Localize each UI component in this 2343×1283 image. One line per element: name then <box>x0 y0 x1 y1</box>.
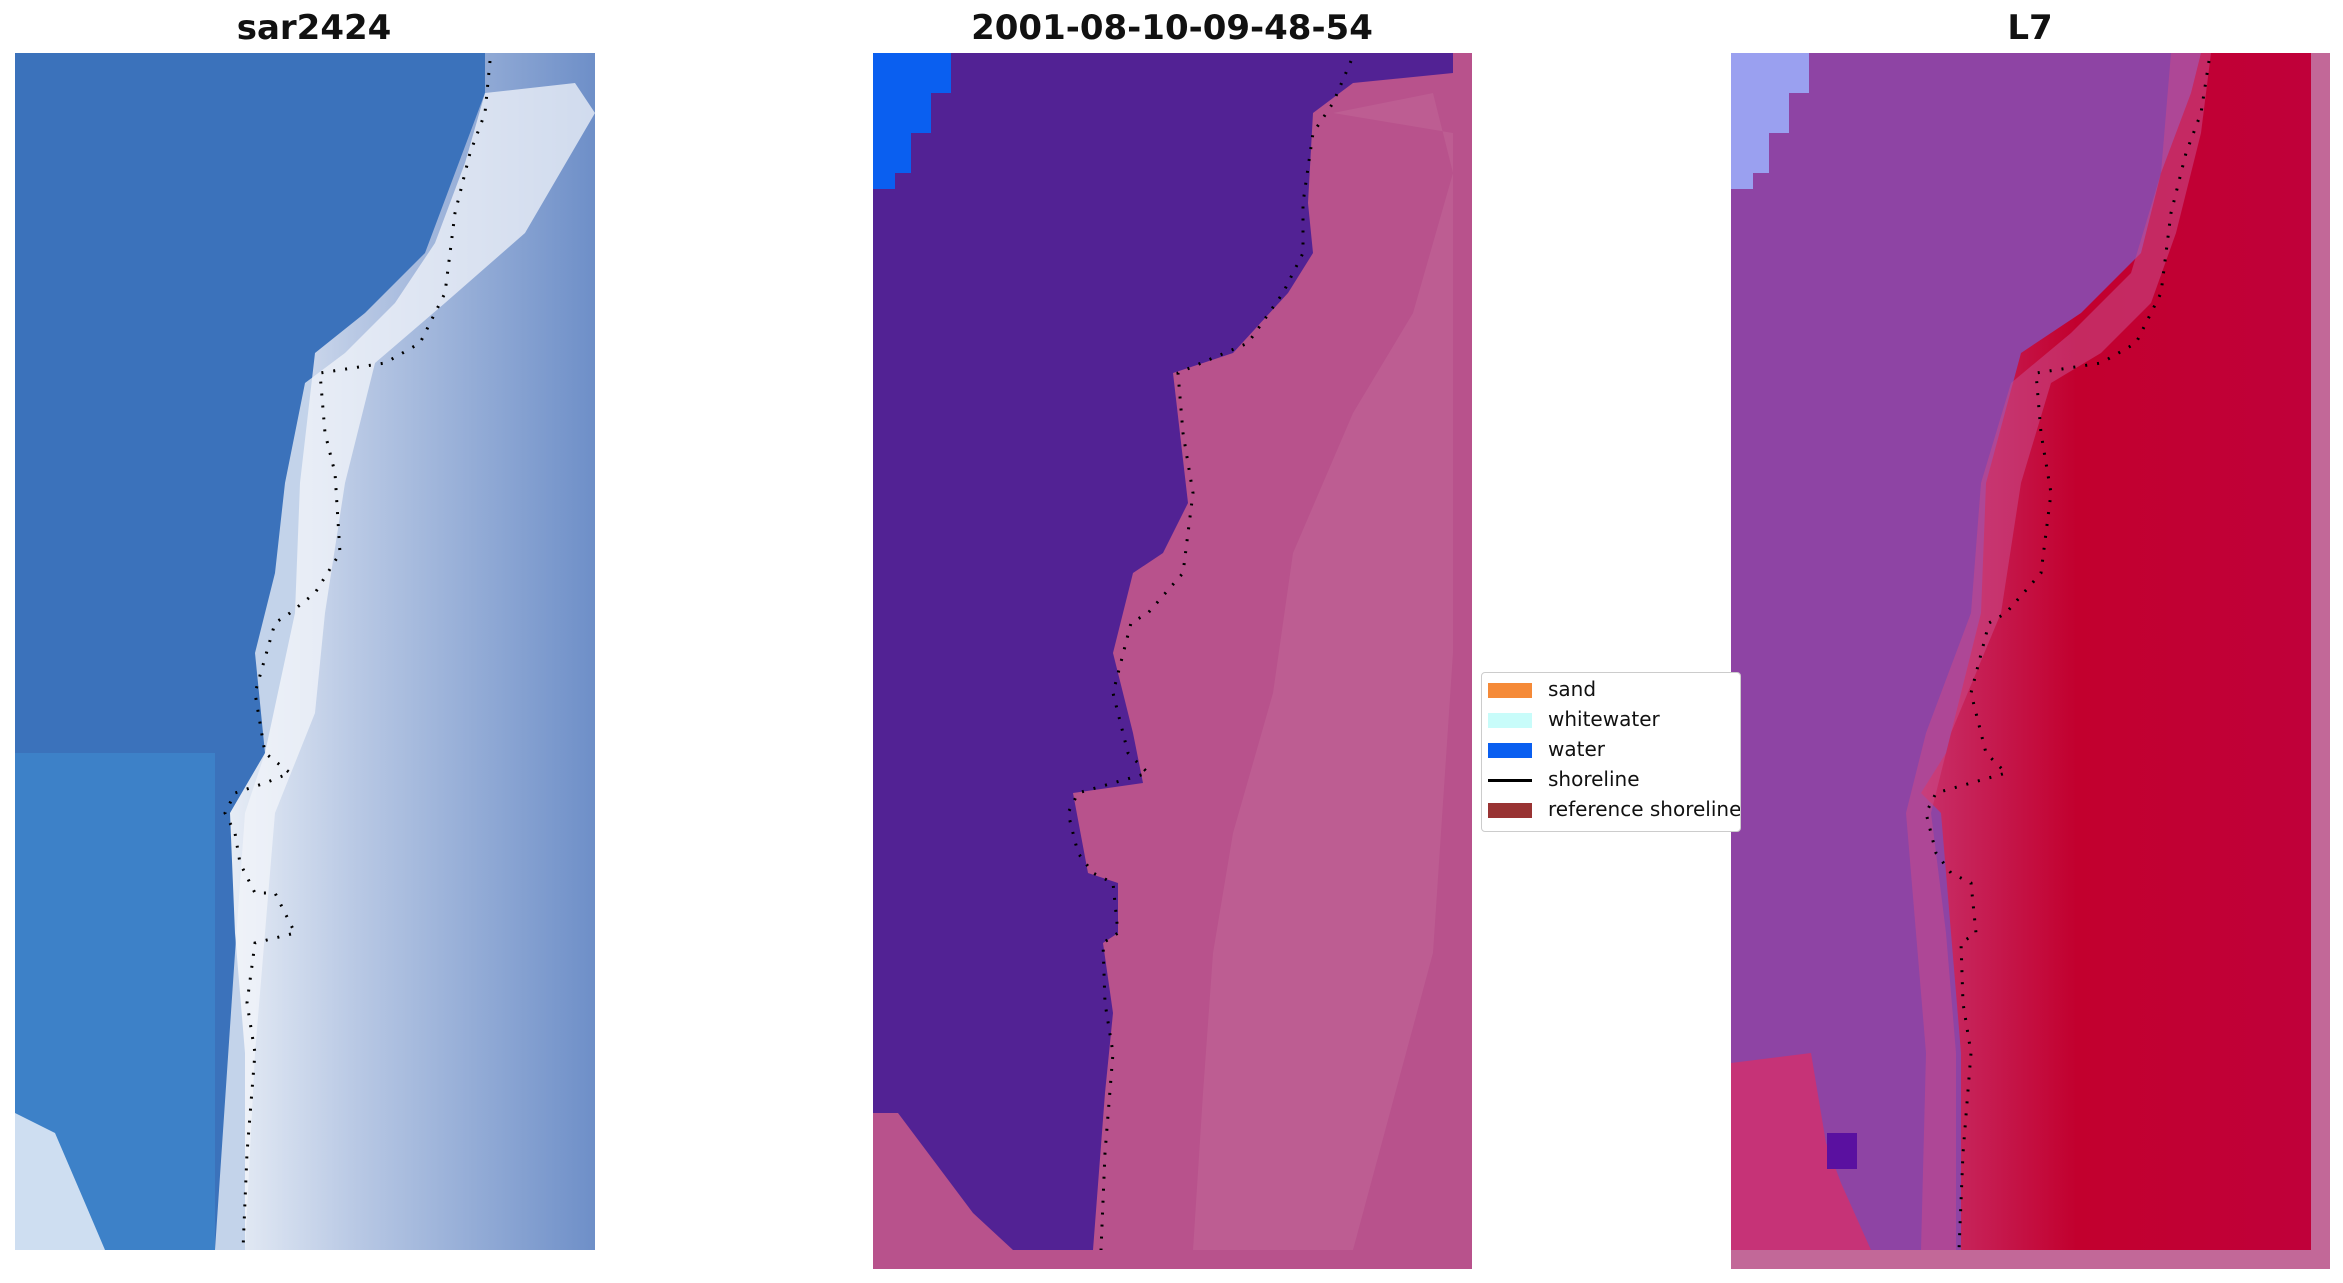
shoreline-line-swatch <box>1488 779 1532 782</box>
panel-title-classification: 2001-08-10-09-48-54 <box>971 8 1373 48</box>
reference-shoreline-swatch <box>1488 803 1532 818</box>
classification-image <box>873 53 1472 1269</box>
panel-title-index: L7 <box>2007 8 2053 48</box>
legend-item-whitewater: whitewater <box>1482 706 1740 734</box>
sand-swatch <box>1488 683 1532 698</box>
whitewater-swatch <box>1488 713 1532 728</box>
legend-label-water: water <box>1548 737 1605 761</box>
classified-water-patch <box>873 53 951 189</box>
rgb-land-region <box>230 53 595 1250</box>
legend-label-shoreline: shoreline <box>1548 767 1640 791</box>
water-swatch <box>1488 743 1532 758</box>
index-corner-patch <box>1731 53 1809 189</box>
index-image <box>1731 53 2330 1269</box>
legend-item-water: water <box>1482 736 1740 764</box>
classified-water-region <box>873 53 1453 1250</box>
legend-label-sand: sand <box>1548 677 1597 701</box>
legend-label-reference-shoreline: reference shoreline <box>1548 797 1741 821</box>
legend-item-shoreline: shoreline <box>1482 766 1740 794</box>
legend: sand whitewater water shoreline referenc… <box>1481 672 1741 832</box>
panel-title-rgb: sar2424 <box>236 8 392 48</box>
index-land-region <box>1921 53 2311 1250</box>
legend-label-whitewater: whitewater <box>1548 707 1660 731</box>
index-shoreline <box>1924 60 2211 1251</box>
legend-item-sand: sand <box>1482 676 1740 704</box>
rgb-image <box>15 53 595 1250</box>
legend-item-reference-shoreline: reference shoreline <box>1482 796 1741 824</box>
